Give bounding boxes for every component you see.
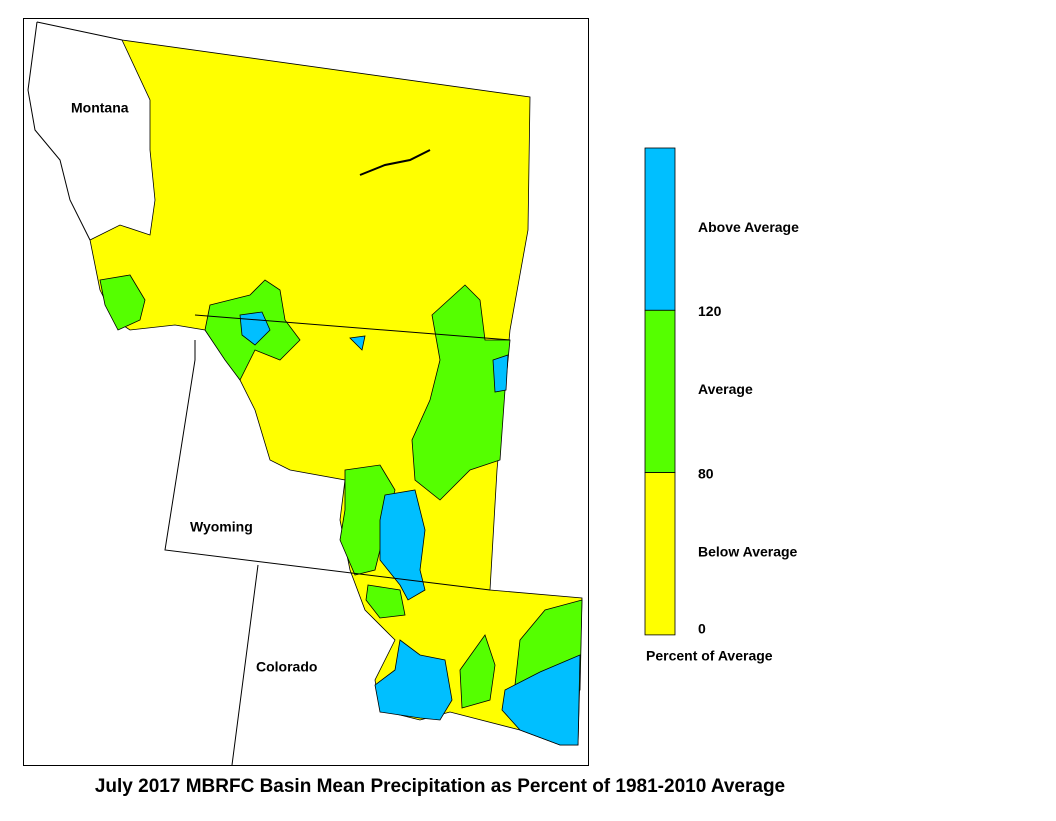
basins-below xyxy=(89,39,583,746)
map xyxy=(27,21,583,766)
legend-title: Percent of Average xyxy=(646,648,773,664)
basins-above xyxy=(239,311,581,746)
legend-swatch xyxy=(644,472,676,636)
legend-label: Average xyxy=(698,381,753,397)
river xyxy=(359,149,431,176)
legend-label: Below Average xyxy=(698,543,798,559)
state-label: Colorado xyxy=(256,659,317,675)
legend-tick-label: 80 xyxy=(698,465,714,481)
legend: Above Average Average Below Average 120 80 0 P… xyxy=(644,147,799,664)
legend-label: Above Average xyxy=(698,219,799,235)
legend-tick-label: 0 xyxy=(698,621,706,637)
state-borders xyxy=(27,21,511,766)
legend-tick-label: 120 xyxy=(698,303,722,319)
state-label: Wyoming xyxy=(190,519,253,535)
legend-swatch xyxy=(644,147,676,311)
basins-average xyxy=(99,274,583,709)
title: July 2017 MBRFC Basin Mean Precipitation… xyxy=(95,776,785,797)
state-label: Montana xyxy=(71,100,129,116)
legend-swatch xyxy=(644,309,676,473)
